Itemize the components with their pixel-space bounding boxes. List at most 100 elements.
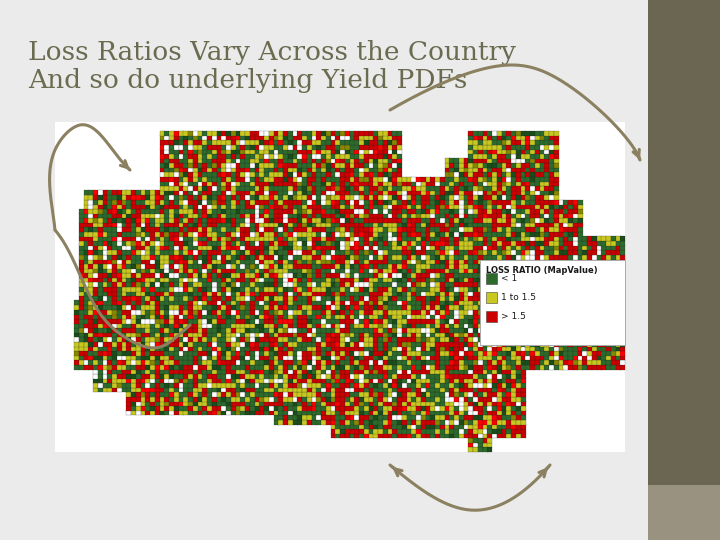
Bar xyxy=(440,209,445,214)
Bar xyxy=(254,328,259,333)
Bar xyxy=(535,222,540,227)
Bar xyxy=(269,291,274,296)
Bar xyxy=(373,388,378,393)
Bar xyxy=(93,264,98,269)
Bar xyxy=(420,186,426,191)
Bar xyxy=(188,186,193,191)
Bar xyxy=(197,351,202,356)
Bar xyxy=(468,355,473,360)
Bar xyxy=(89,268,94,273)
Bar xyxy=(516,319,521,323)
Bar xyxy=(102,213,107,218)
Bar xyxy=(535,213,540,218)
Bar xyxy=(577,282,582,287)
Bar xyxy=(283,140,288,145)
Bar xyxy=(325,383,330,388)
Bar xyxy=(530,167,535,172)
Bar xyxy=(150,209,155,214)
Bar xyxy=(122,227,127,232)
Bar xyxy=(330,145,336,150)
Bar xyxy=(486,311,497,322)
Bar xyxy=(369,227,374,232)
Bar xyxy=(169,309,174,314)
Bar xyxy=(426,374,431,379)
Bar xyxy=(179,355,184,360)
Bar xyxy=(521,232,526,237)
Bar xyxy=(606,282,611,287)
Bar xyxy=(392,246,397,251)
Bar xyxy=(122,255,127,260)
Bar xyxy=(482,218,487,223)
Bar xyxy=(345,328,350,333)
Bar xyxy=(587,342,592,347)
Bar xyxy=(345,351,350,356)
Bar xyxy=(112,232,117,237)
Bar xyxy=(435,200,440,205)
Bar xyxy=(259,200,264,205)
Bar xyxy=(407,259,412,264)
Bar xyxy=(274,241,279,246)
Bar xyxy=(316,154,321,159)
Bar xyxy=(179,273,184,278)
Bar xyxy=(89,309,94,314)
Bar xyxy=(283,222,288,227)
Bar xyxy=(387,241,392,246)
Bar xyxy=(316,291,321,296)
Bar xyxy=(179,227,184,232)
Bar xyxy=(402,268,407,273)
Bar xyxy=(516,314,521,319)
Bar xyxy=(572,291,577,296)
Bar xyxy=(259,213,264,218)
Bar xyxy=(297,131,302,136)
Bar xyxy=(197,369,202,374)
Bar xyxy=(497,392,502,397)
Bar xyxy=(601,305,606,310)
Bar xyxy=(174,227,179,232)
Bar xyxy=(259,140,264,145)
Bar xyxy=(188,145,193,150)
Bar xyxy=(459,392,464,397)
Bar xyxy=(611,328,616,333)
Bar xyxy=(420,191,426,195)
Bar xyxy=(184,323,189,328)
Bar xyxy=(492,209,497,214)
Bar xyxy=(160,314,165,319)
Bar xyxy=(179,319,184,323)
Bar xyxy=(316,158,321,163)
Bar xyxy=(611,323,616,328)
Bar xyxy=(217,172,222,177)
Bar xyxy=(345,415,350,420)
Bar xyxy=(197,163,202,168)
Bar xyxy=(521,355,526,360)
Bar xyxy=(620,342,625,347)
Bar xyxy=(364,291,369,296)
Bar xyxy=(492,369,497,374)
Bar xyxy=(330,328,336,333)
Bar xyxy=(497,319,502,323)
Bar xyxy=(387,300,392,305)
Bar xyxy=(611,241,616,246)
Bar xyxy=(478,131,483,136)
Bar xyxy=(369,328,374,333)
Bar xyxy=(601,337,606,342)
Bar xyxy=(359,140,364,145)
Bar xyxy=(292,195,297,200)
Bar xyxy=(283,333,288,338)
Bar xyxy=(435,246,440,251)
Bar xyxy=(572,268,577,273)
Bar xyxy=(616,268,621,273)
Bar xyxy=(179,369,184,374)
Bar xyxy=(307,163,312,168)
Bar xyxy=(140,246,145,251)
Bar xyxy=(383,250,388,255)
Bar xyxy=(259,355,264,360)
Bar xyxy=(264,328,269,333)
Bar xyxy=(606,355,611,360)
Bar xyxy=(431,282,436,287)
Bar xyxy=(431,250,436,255)
Bar xyxy=(497,360,502,365)
Bar xyxy=(516,360,521,365)
Bar xyxy=(297,195,302,200)
Bar xyxy=(511,282,516,287)
Bar xyxy=(336,204,341,209)
